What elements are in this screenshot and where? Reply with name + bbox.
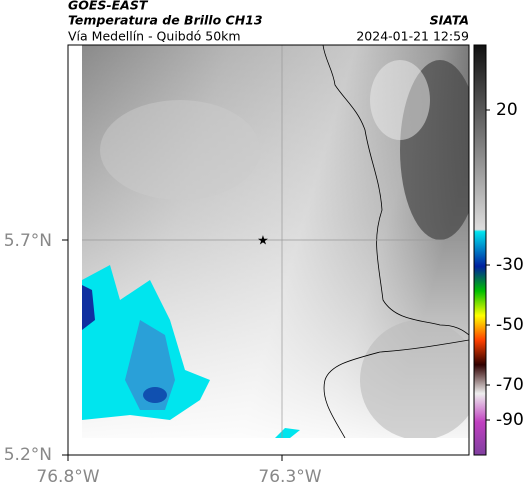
satellite-image xyxy=(82,45,469,438)
colorbar-label: -70 xyxy=(496,375,524,395)
product: Temperatura de Brillo CH13 xyxy=(68,13,263,28)
colorbar-label: -50 xyxy=(496,315,524,335)
colorbar-label: -30 xyxy=(496,255,524,275)
satellite: GOES-EAST xyxy=(68,0,149,13)
colorbar-label: 20 xyxy=(496,100,518,120)
lon-label: 76.8°W xyxy=(36,467,99,487)
colorbar-label: -90 xyxy=(496,410,524,430)
station-marker: ★ xyxy=(257,234,269,249)
map-frame xyxy=(67,44,470,456)
datetime: 2024-01-21 12:59 xyxy=(356,29,469,44)
source: SIATA xyxy=(430,13,469,28)
region: Vía Medellín - Quibdó 50km xyxy=(68,29,241,44)
colorbar xyxy=(473,44,487,456)
lat-label: 5.7°N xyxy=(4,231,52,251)
lat-label: 5.2°N xyxy=(4,445,52,465)
lon-label: 76.3°W xyxy=(258,467,321,487)
